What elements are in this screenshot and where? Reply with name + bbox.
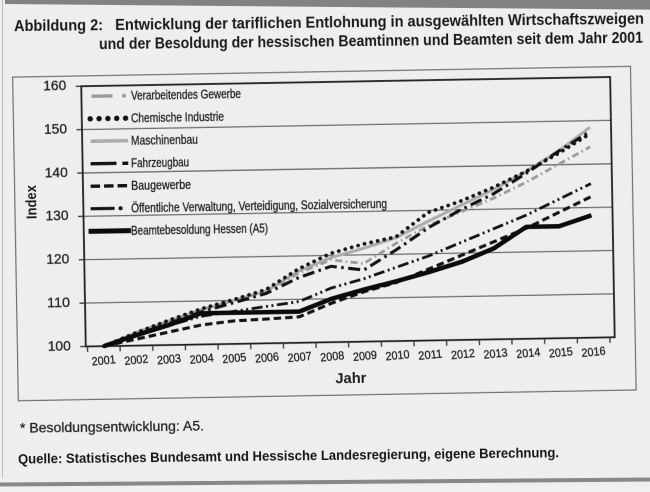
svg-text:* Besoldungsentwicklung: A5.: * Besoldungsentwicklung: A5. — [20, 418, 204, 435]
svg-text:Quelle: Statistisches Bundesam: Quelle: Statistisches Bundesamt und Hess… — [18, 445, 559, 466]
svg-text:und der Besoldung der hessisch: und der Besoldung der hessischen Beamtin… — [99, 30, 643, 53]
